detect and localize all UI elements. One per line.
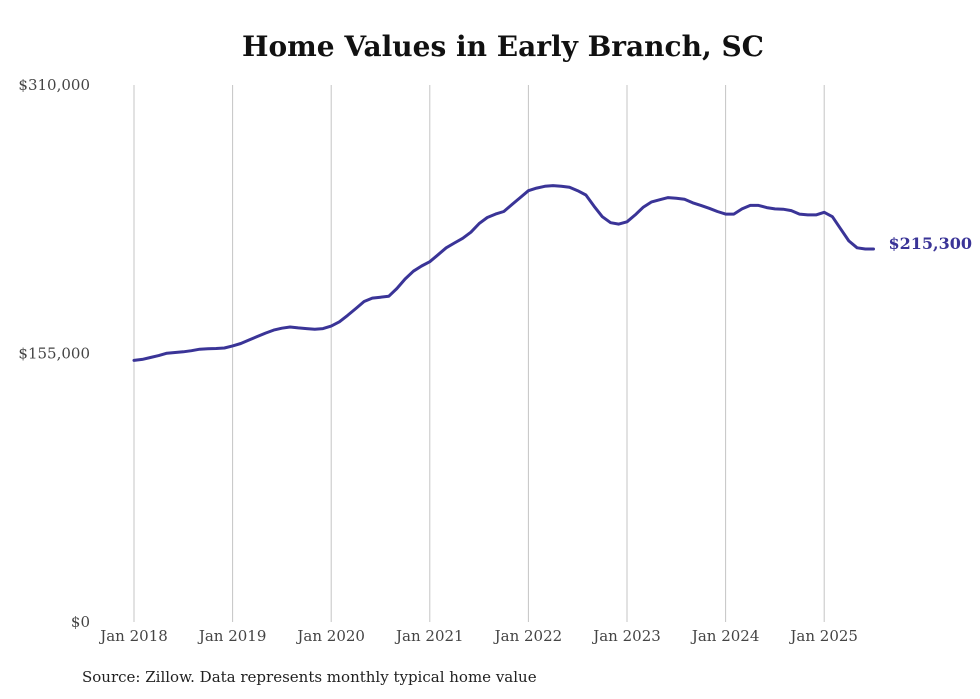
end-value-label: $215,300 [889, 234, 973, 253]
x-tick-label: Jan 2022 [493, 627, 563, 645]
y-tick-label: $310,000 [18, 76, 90, 94]
chart-title: Home Values in Early Branch, SC [242, 30, 764, 63]
x-tick-label: Jan 2020 [295, 627, 365, 645]
series-layer: $215,300 [132, 184, 973, 362]
x-tick-label: Jan 2021 [394, 627, 464, 645]
x-tick-label: Jan 2019 [197, 627, 267, 645]
x-tick-label: Jan 2023 [591, 627, 661, 645]
x-axis-ticks: Jan 2018 Jan 2019 Jan 2020 Jan 2021 Jan 2022… [98, 627, 858, 645]
gridlines [133, 85, 825, 622]
x-tick-label: Jan 2018 [98, 627, 168, 645]
series-line [132, 184, 875, 362]
source-note: Source: Zillow. Data represents monthly … [82, 668, 537, 686]
x-tick-label: Jan 2024 [690, 627, 760, 645]
y-tick-label: $155,000 [18, 345, 90, 363]
y-tick-label: $0 [71, 613, 90, 631]
y-axis-ticks: $310,000 $155,000 $0 [18, 76, 90, 631]
x-tick-label: Jan 2025 [788, 627, 858, 645]
